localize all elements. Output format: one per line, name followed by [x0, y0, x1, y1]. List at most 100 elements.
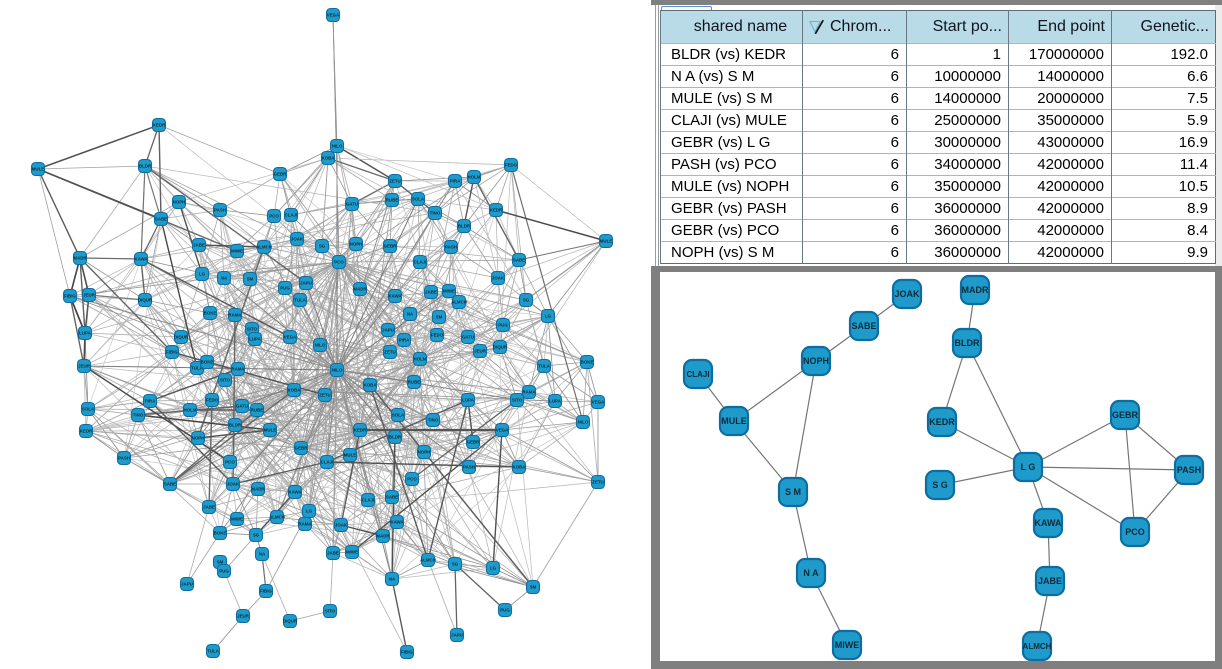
svg-text:SITO: SITO	[512, 398, 523, 403]
svg-text:LUPA: LUPA	[79, 331, 91, 336]
svg-text:SABE: SABE	[155, 217, 167, 222]
svg-text:RUBE: RUBE	[408, 380, 421, 385]
svg-text:SM: SM	[217, 560, 224, 565]
svg-text:ZETU: ZETU	[384, 350, 395, 355]
svg-text:KEDR: KEDR	[490, 208, 503, 213]
svg-text:FEDO: FEDO	[206, 398, 219, 403]
svg-text:MADR: MADR	[353, 287, 367, 292]
svg-text:KAWA: KAWA	[1035, 518, 1063, 528]
svg-text:KOBA: KOBA	[322, 156, 336, 161]
svg-text:KOBA: KOBA	[364, 383, 378, 388]
svg-text:NILO: NILO	[332, 144, 343, 149]
svg-text:KOBA: KOBA	[288, 388, 302, 393]
svg-text:BOKE: BOKE	[214, 531, 227, 536]
svg-text:BOKE: BOKE	[581, 360, 594, 365]
svg-text:GATU: GATU	[346, 202, 358, 207]
svg-text:PCO: PCO	[1125, 527, 1145, 537]
svg-text:JOAK: JOAK	[227, 482, 240, 487]
svg-text:LG: LG	[490, 566, 497, 571]
svg-text:ALMCH: ALMCH	[451, 300, 467, 305]
svg-text:MULE: MULE	[721, 416, 747, 426]
svg-text:BOKE: BOKE	[201, 360, 214, 365]
svg-text:KAWA: KAWA	[134, 257, 148, 262]
svg-text:NA: NA	[221, 276, 228, 281]
svg-text:JAPU: JAPU	[451, 633, 463, 638]
svg-text:PASH: PASH	[463, 465, 475, 470]
svg-text:DIQUR: DIQUR	[174, 335, 189, 340]
svg-text:GEBR: GEBR	[1112, 410, 1139, 420]
svg-text:JAPU: JAPU	[181, 582, 193, 587]
svg-text:JAPU: JAPU	[382, 328, 394, 333]
svg-text:PCO: PCO	[334, 260, 344, 265]
svg-text:TINO: TINO	[430, 211, 441, 216]
svg-text:JABE: JABE	[203, 505, 215, 510]
svg-text:KAWA: KAWA	[288, 490, 302, 495]
svg-text:BLDR: BLDR	[229, 423, 242, 428]
svg-text:SG: SG	[523, 298, 530, 303]
svg-text:ALMCH: ALMCH	[1023, 642, 1052, 651]
svg-text:FEDO: FEDO	[505, 163, 518, 168]
svg-text:GEBR: GEBR	[274, 172, 288, 177]
svg-text:CLAJI: CLAJI	[686, 370, 709, 379]
svg-text:SABE: SABE	[386, 495, 398, 500]
svg-text:CLAJI: CLAJI	[362, 498, 375, 503]
svg-text:NILO: NILO	[332, 368, 343, 373]
svg-text:JEUR: JEUR	[83, 293, 96, 298]
svg-text:LUPA: LUPA	[462, 398, 474, 403]
svg-text:ZETU: ZETU	[389, 179, 400, 184]
svg-text:PCO: PCO	[225, 460, 235, 465]
svg-text:ZETU: ZETU	[319, 393, 330, 398]
svg-text:KEDR: KEDR	[354, 428, 367, 433]
svg-text:RUBE: RUBE	[251, 408, 264, 413]
svg-text:LG: LG	[545, 314, 552, 319]
svg-text:PASH: PASH	[445, 245, 457, 250]
svg-text:PUG: PUG	[500, 608, 510, 613]
svg-text:L G: L G	[1021, 462, 1036, 472]
svg-text:SM: SM	[530, 585, 537, 590]
svg-text:DIQUR: DIQUR	[283, 619, 298, 624]
svg-text:LUPA: LUPA	[549, 399, 561, 404]
svg-text:TULA: TULA	[538, 364, 551, 369]
svg-text:PASH: PASH	[214, 208, 226, 213]
svg-text:JABE: JABE	[327, 551, 339, 556]
svg-text:FIBIG: FIBIG	[260, 589, 272, 594]
svg-text:DIQUR: DIQUR	[493, 345, 508, 350]
svg-text:PCO: PCO	[407, 477, 417, 482]
svg-text:JOAK: JOAK	[492, 276, 505, 281]
svg-text:SITO: SITO	[325, 609, 336, 614]
svg-text:PCO: PCO	[269, 214, 279, 219]
svg-text:MADR: MADR	[251, 487, 265, 492]
svg-text:SG: SG	[253, 533, 260, 538]
svg-text:MIWE: MIWE	[231, 517, 243, 522]
svg-text:NILO: NILO	[315, 343, 326, 348]
svg-text:S G: S G	[932, 480, 948, 490]
svg-text:HOLM: HOLM	[184, 408, 197, 413]
svg-text:PUG: PUG	[219, 569, 229, 574]
svg-text:SG: SG	[319, 244, 326, 249]
svg-text:LG: LG	[199, 272, 206, 277]
svg-text:LG: LG	[306, 509, 313, 514]
svg-text:VEGA: VEGA	[496, 428, 509, 433]
svg-text:KEDR: KEDR	[80, 429, 93, 434]
svg-text:SITO: SITO	[220, 378, 231, 383]
svg-text:SOLA: SOLA	[392, 413, 405, 418]
svg-text:PUG: PUG	[498, 323, 508, 328]
svg-text:GATU: GATU	[462, 335, 474, 340]
svg-text:CLAJI: CLAJI	[285, 213, 298, 218]
svg-text:MADR: MADR	[962, 285, 989, 295]
svg-text:MIWE: MIWE	[443, 289, 455, 294]
svg-text:JOAK: JOAK	[894, 289, 920, 299]
svg-text:JOAK: JOAK	[291, 237, 304, 242]
svg-text:SOLA: SOLA	[82, 407, 95, 412]
svg-text:JEUR: JEUR	[78, 364, 91, 369]
svg-text:RUBE: RUBE	[386, 198, 399, 203]
svg-text:TULA: TULA	[294, 298, 307, 303]
svg-text:DIQUR: DIQUR	[138, 298, 153, 303]
svg-text:JAPU: JAPU	[300, 281, 312, 286]
svg-text:VEGA: VEGA	[592, 400, 605, 405]
svg-text:NILO: NILO	[578, 420, 589, 425]
svg-text:SM: SM	[436, 315, 443, 320]
svg-text:KOBA: KOBA	[513, 465, 527, 470]
svg-text:KEDR: KEDR	[153, 123, 166, 128]
svg-text:GEBR: GEBR	[384, 244, 398, 249]
